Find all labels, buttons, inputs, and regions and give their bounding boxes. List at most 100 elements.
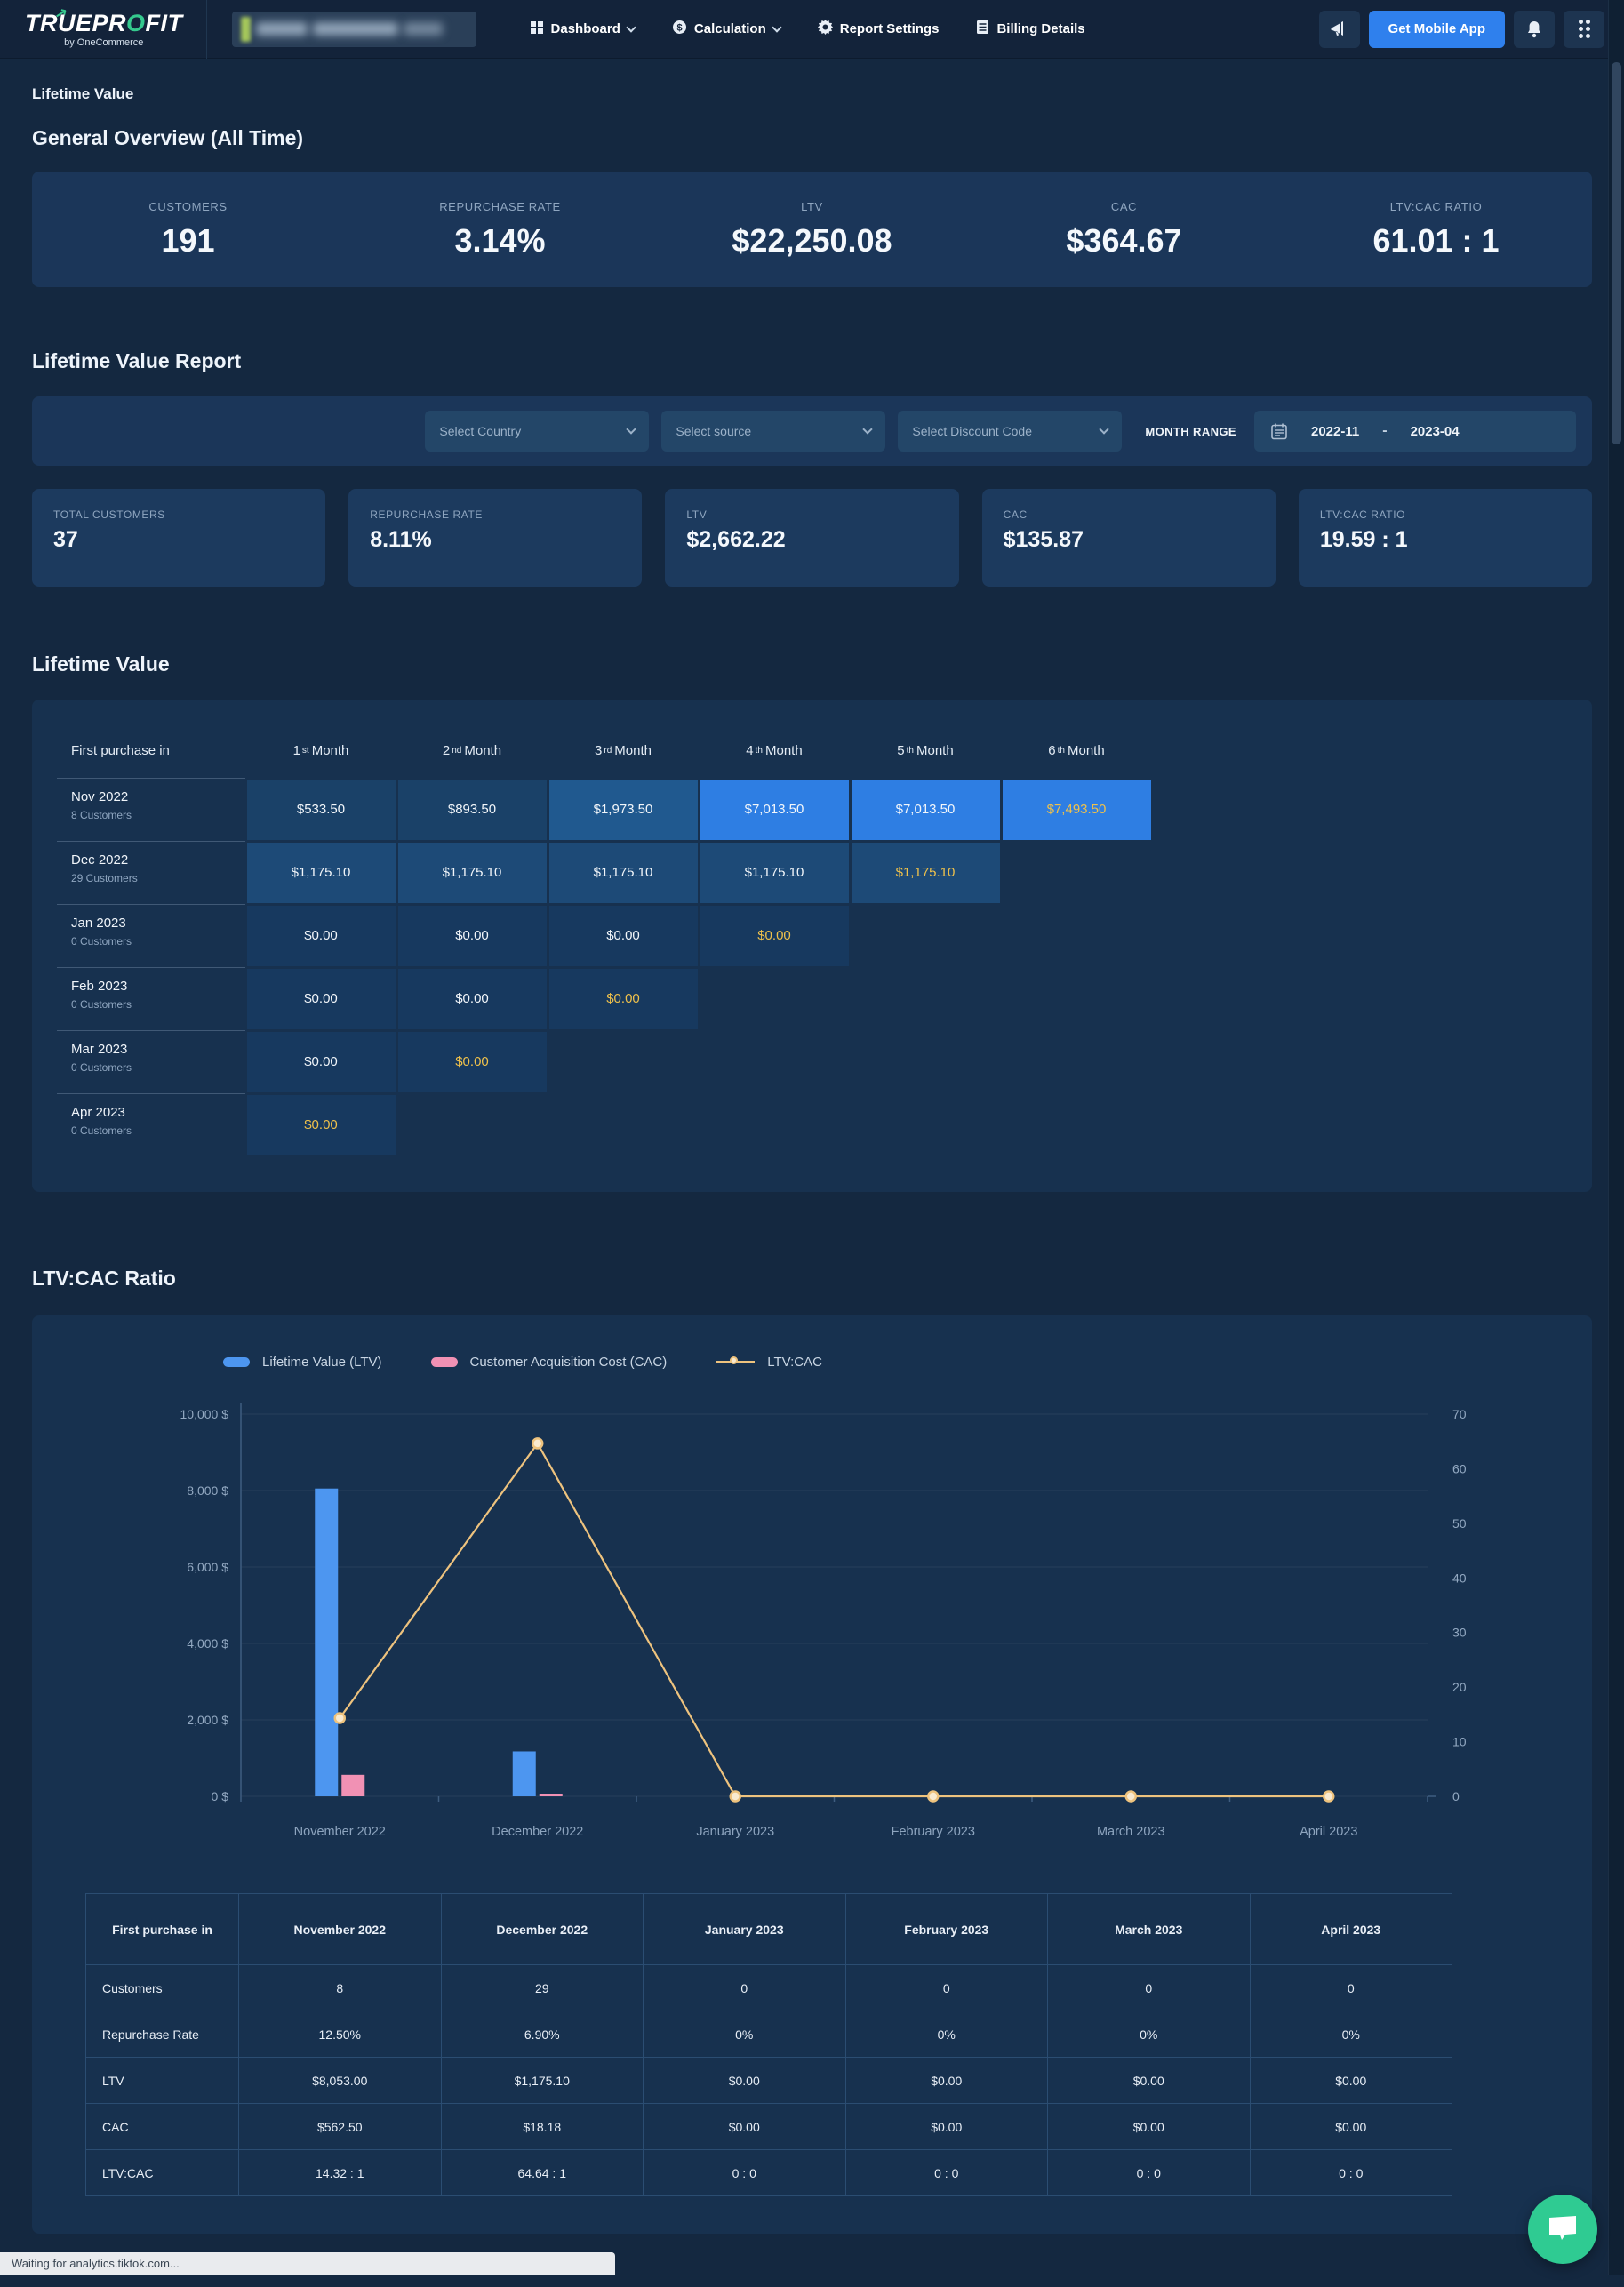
brand-name: TRUEPROFIT (25, 10, 183, 37)
report-filter-bar: Select Country Select source Select Disc… (32, 396, 1592, 466)
overview-stat-label: LTV:CAC RATIO (1389, 199, 1483, 213)
month-range-to[interactable]: 2023-04 (1410, 423, 1460, 439)
summary-table-header-cell: December 2022 (440, 1893, 644, 1965)
report-stat-card: REPURCHASE RATE 8.11% (348, 489, 643, 587)
nav-item-report-settings[interactable]: Report Settings (817, 20, 940, 38)
cohort-cell-empty (548, 1093, 699, 1156)
cohort-cell-empty (396, 1093, 548, 1156)
apps-menu-button[interactable] (1564, 10, 1604, 48)
chevron-down-icon (626, 21, 636, 33)
cohort-cell: $0.00 (700, 905, 849, 966)
ltv-cac-point (927, 1790, 940, 1803)
report-stat-label: LTV:CAC RATIO (1319, 508, 1406, 521)
discount-code-select[interactable]: Select Discount Code (898, 411, 1123, 452)
chat-bubble-icon (1549, 2216, 1576, 2240)
cohort-cell-empty (1001, 1093, 1152, 1156)
cohort-row-customers: 29 Customers (71, 872, 138, 884)
chevron-down-icon (772, 21, 782, 33)
right-axis-tick-label: 30 (1452, 1626, 1467, 1640)
cohort-cell-empty (699, 1030, 850, 1093)
cohort-row-label: Apr 2023 0 Customers (57, 1093, 245, 1156)
summary-table-header-cell: April 2023 (1249, 1893, 1452, 1965)
legend-item-bar[interactable]: Customer Acquisition Cost (CAC) (430, 1355, 667, 1370)
calculation-dollar-icon: $ (672, 20, 687, 38)
summary-cell: 0 : 0 (643, 2149, 846, 2196)
report-stat-card: LTV:CAC RATIO 19.59 : 1 (1298, 489, 1593, 587)
get-mobile-app-button[interactable]: Get Mobile App (1368, 10, 1505, 48)
store-selector-blurred[interactable] (231, 11, 476, 47)
summary-cell: $0.00 (1047, 2103, 1251, 2150)
summary-cell: $8,053.00 (238, 2057, 442, 2104)
legend-item-ltv-cac[interactable]: LTV:CAC (716, 1355, 822, 1370)
cohort-row-month: Apr 2023 (71, 1105, 125, 1120)
overview-stat-card: CUSTOMERS 191 (32, 200, 344, 260)
nav-item-calculation[interactable]: $ Calculation (672, 20, 782, 38)
cohort-cell-empty (1001, 841, 1152, 904)
source-select[interactable]: Select source (661, 411, 886, 452)
overview-section-title: General Overview (All Time) (32, 126, 304, 149)
summary-row-label: Customers (85, 1964, 239, 2011)
month-range-picker[interactable]: 2022-11 - 2023-04 (1254, 411, 1576, 452)
scrollbar-thumb[interactable] (1612, 62, 1621, 444)
trueprofit-logo[interactable]: ↗ TRUEPROFIT by OneCommerce (25, 5, 183, 48)
right-axis-tick-label: 10 (1452, 1735, 1467, 1749)
monthly-summary-table-wrap: First purchase in November 2022 December 2… (85, 1893, 1565, 2196)
nav-item-dashboard[interactable]: Dashboard (530, 20, 636, 38)
summary-cell: 0 (643, 1964, 846, 2011)
cohort-cell: $1,973.50 (548, 779, 698, 840)
country-select[interactable]: Select Country (425, 411, 650, 452)
cohort-cell-empty (548, 1030, 699, 1093)
legend-swatch-icon (430, 1357, 458, 1367)
brand-coin-letter: O (126, 10, 146, 36)
chevron-down-icon (862, 424, 874, 435)
legend-label: Lifetime Value (LTV) (262, 1355, 382, 1370)
summary-cell: $0.00 (643, 2057, 846, 2104)
page-title: Lifetime Value (32, 85, 134, 102)
table-row: LTV $8,053.00 $1,175.10 $0.00 $0.00 $0.00 $0.0… (85, 2057, 1452, 2104)
summary-cell: 64.64 : 1 (440, 2149, 644, 2196)
legend-item-bar[interactable]: Lifetime Value (LTV) (223, 1355, 382, 1370)
nav-item-label: Report Settings (839, 21, 940, 36)
svg-text:$: $ (676, 23, 682, 34)
ltv-cac-point (333, 1712, 346, 1724)
legend-swatch-icon (223, 1357, 250, 1367)
nav-item-billing-details[interactable]: Billing Details (976, 20, 1085, 38)
brand-byline: by OneCommerce (64, 37, 144, 48)
cohort-cell-empty (850, 1030, 1001, 1093)
report-section-title: Lifetime Value Report (32, 349, 242, 372)
summary-cell: 0 : 0 (844, 2149, 1048, 2196)
report-stat-value: 19.59 : 1 (1319, 527, 1408, 552)
gear-icon (817, 20, 833, 38)
cohort-cell-empty (1001, 967, 1152, 1030)
cohort-row-customers: 8 Customers (71, 809, 132, 821)
live-chat-button[interactable] (1528, 2195, 1597, 2264)
x-axis-category-label: January 2023 (696, 1825, 774, 1839)
summary-table-header-row: First purchase in November 2022 December 2… (85, 1893, 1452, 1965)
month-range-from[interactable]: 2022-11 (1311, 423, 1360, 439)
summary-table-header-cell: January 2023 (643, 1893, 846, 1965)
report-stat-card: TOTAL CUSTOMERS 37 (32, 489, 326, 587)
cohort-cell: $0.00 (548, 968, 698, 1029)
bar-cac (539, 1794, 563, 1796)
monthly-summary-table: First purchase in November 2022 December 2… (85, 1893, 1452, 2196)
month-range-label: MONTH RANGE (1145, 424, 1236, 438)
browser-scrollbar[interactable] (1608, 0, 1624, 2275)
summary-table-header-cell: First purchase in (85, 1893, 239, 1965)
report-stat-value: 37 (53, 527, 78, 552)
navbar-divider (205, 0, 207, 59)
cohort-row-customers: 0 Customers (71, 935, 132, 948)
summary-cell: 8 (238, 1964, 442, 2011)
month-range-separator: - (1382, 423, 1388, 438)
notifications-button[interactable] (1514, 10, 1555, 48)
summary-cell: $0.00 (1249, 2057, 1452, 2104)
billing-receipt-icon (976, 20, 989, 38)
announcements-button[interactable] (1318, 10, 1360, 48)
cohort-cell: $7,493.50 (1002, 779, 1151, 840)
discount-select-placeholder: Select Discount Code (912, 424, 1033, 438)
legend-label: LTV:CAC (767, 1355, 822, 1370)
summary-cell: 12.50% (238, 2011, 442, 2058)
cohort-cell: $533.50 (246, 779, 396, 840)
